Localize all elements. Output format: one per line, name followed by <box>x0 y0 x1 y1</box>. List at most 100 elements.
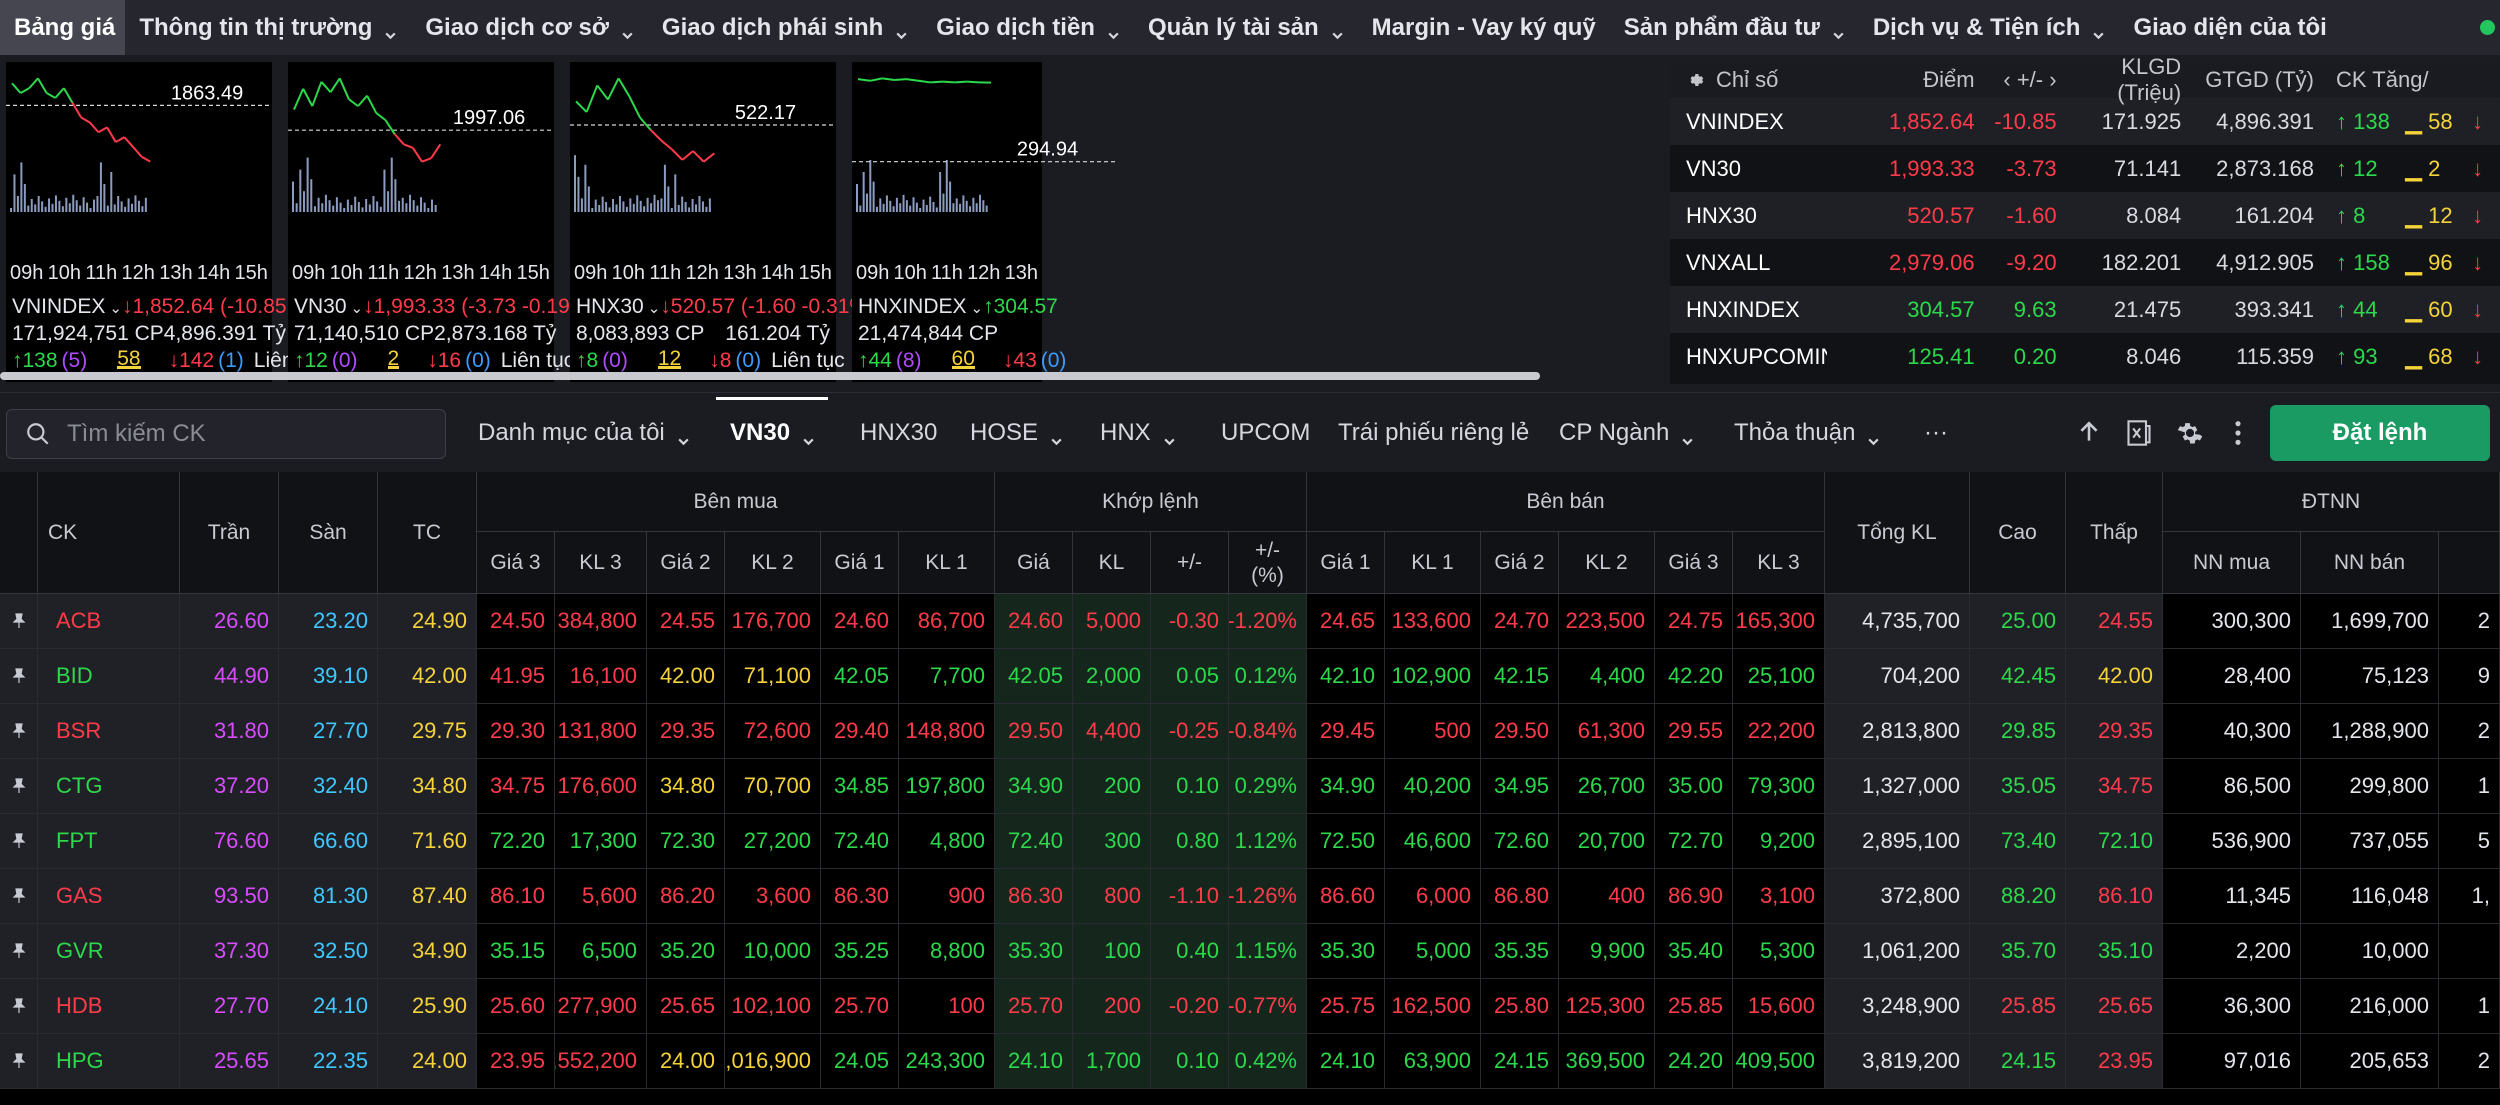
unchanged-count: 58 <box>2428 108 2453 134</box>
volume-bar <box>872 181 875 212</box>
cell-sym[interactable]: BSR <box>38 704 180 759</box>
col-header-b3v[interactable]: KL 3 <box>555 532 647 594</box>
chart-card-hnxindex[interactable]: 294.94 09h 10h 11h 12h 13h HNXINDEX ⌄ ↑304.57 21,… <box>852 62 1118 382</box>
index-row[interactable]: HNXUPCOMINDEX 125.41 0.20 8.046 115.359 ↑ 93 ▁… <box>1670 333 2500 380</box>
index-name-select[interactable]: VN30 ⌄ <box>294 294 364 318</box>
nav-item-0[interactable]: Bảng giá <box>0 0 126 55</box>
index-row[interactable]: HNX30 520.57 -1.60 8.084 161.204 ↑ 8 ▁ 12 ↓ <box>1670 192 2500 239</box>
col-header-high[interactable]: Cao <box>1970 472 2066 594</box>
tab-5[interactable]: UPCOM <box>1221 419 1311 446</box>
cell-sym[interactable]: HPG <box>38 1034 180 1089</box>
col-header-nns[interactable]: NN bán <box>2301 532 2439 594</box>
unchanged-icon: ▁ <box>2405 343 2429 369</box>
col-header-b2p[interactable]: Giá 2 <box>647 532 725 594</box>
col-header-s2p[interactable]: Giá 2 <box>1481 532 1559 594</box>
tab-0[interactable]: Danh mục của tôi <box>478 413 690 453</box>
col-header-x[interactable] <box>2439 532 2500 594</box>
cell-sym[interactable]: GVR <box>38 924 180 979</box>
col-header-ceil[interactable]: Trần <box>180 472 279 594</box>
price-line-segment <box>54 87 65 99</box>
nav-item-5[interactable]: Quản lý tài sản <box>1134 0 1358 55</box>
nav-item-3[interactable]: Giao dịch phái sinh <box>648 0 922 55</box>
pin-icon[interactable] <box>0 759 38 814</box>
cell-sym[interactable]: BID <box>38 649 180 704</box>
stock-search-box[interactable] <box>6 409 446 459</box>
gear-icon[interactable] <box>1686 71 1704 89</box>
cell-sym[interactable]: FPT <box>38 814 180 869</box>
tab-9[interactable]: ··· <box>1924 419 1948 446</box>
pin-icon[interactable] <box>0 1034 38 1089</box>
chart-card-vn30[interactable]: 1997.06 09h 10h 11h 12h 13h 14h 15h VN30 ⌄ ↓1,993.… <box>288 62 595 382</box>
nav-item-4[interactable]: Giao dịch tiền <box>922 0 1134 55</box>
col-header-ref[interactable]: TC <box>378 472 477 594</box>
volume-bar <box>653 194 656 212</box>
index-name-select[interactable]: VNINDEX ⌄ <box>12 294 122 318</box>
index-name-select[interactable]: HNXINDEX ⌄ <box>858 294 984 318</box>
col-change[interactable]: ‹ +/- › <box>2003 67 2057 92</box>
stock-search-input[interactable] <box>65 416 439 452</box>
volume-bar <box>979 194 982 212</box>
col-header-s3v[interactable]: KL 3 <box>1733 532 1825 594</box>
x-tick-label: 11h <box>85 262 118 284</box>
cell-high: 29.85 <box>1970 704 2066 759</box>
col-header-low[interactable]: Thấp <box>2066 472 2163 594</box>
col-header-b1v[interactable]: KL 1 <box>899 532 995 594</box>
col-header-mp[interactable]: Giá <box>995 532 1073 594</box>
nav-item-7[interactable]: Sản phẩm đầu tư <box>1610 0 1859 55</box>
tab-6[interactable]: Trái phiếu riêng lẻ <box>1338 419 1530 446</box>
col-header-b1p[interactable]: Giá 1 <box>821 532 899 594</box>
pin-icon[interactable] <box>0 594 38 649</box>
chart-card-vnindex[interactable]: 1863.49 09h 10h 11h 12h 13h 14h 15h VNINDEX ⌄ ↓1,8… <box>6 62 366 382</box>
tab-1[interactable]: VN30 <box>730 413 815 453</box>
col-header-b3p[interactable]: Giá 3 <box>477 532 555 594</box>
pin-icon[interactable] <box>0 814 38 869</box>
index-row[interactable]: VNXALL 2,979.06 -9.20 182.201 4,912.905 ↑ 158… <box>1670 239 2500 286</box>
cell-sym[interactable]: GAS <box>38 869 180 924</box>
pin-icon[interactable] <box>0 704 38 759</box>
col-header-s1v[interactable]: KL 1 <box>1385 532 1481 594</box>
chart-card-hnx30[interactable]: 522.17 09h 10h 11h 12h 13h 14h 15h HNX30 ⌄ ↓520.57… <box>570 62 875 382</box>
pin-icon[interactable] <box>0 924 38 979</box>
col-header-tot[interactable]: Tổng KL <box>1825 472 1970 594</box>
cell-sym[interactable]: HDB <box>38 979 180 1034</box>
tab-2[interactable]: HNX30 <box>860 419 938 446</box>
col-header-s1p[interactable]: Giá 1 <box>1307 532 1385 594</box>
settings-gear-icon[interactable] <box>2176 419 2204 447</box>
index-row[interactable]: VNINDEX 1,852.64 -10.85 171.925 4,896.391 ↑ 1… <box>1670 98 2500 145</box>
pin-icon[interactable] <box>0 979 38 1034</box>
nav-item-1[interactable]: Thông tin thị trường <box>125 0 411 55</box>
col-header-mpct[interactable]: +/- (%) <box>1229 532 1307 594</box>
col-header-nnb[interactable]: NN mua <box>2163 532 2301 594</box>
nav-item-6[interactable]: Margin - Vay ký quỹ <box>1358 0 1610 55</box>
index-name-select[interactable]: HNX30 ⌄ <box>576 294 661 318</box>
upload-icon[interactable] <box>2076 420 2102 446</box>
tab-8[interactable]: Thỏa thuận <box>1734 413 1880 453</box>
pin-icon[interactable] <box>0 649 38 704</box>
col-header-s2v[interactable]: KL 2 <box>1559 532 1655 594</box>
tab-3[interactable]: HOSE <box>970 413 1063 453</box>
horizontal-scrollbar[interactable] <box>0 372 1540 380</box>
col-header-b2v[interactable]: KL 2 <box>725 532 821 594</box>
col-header-mv[interactable]: KL <box>1073 532 1151 594</box>
cell-sym[interactable]: CTG <box>38 759 180 814</box>
tab-7[interactable]: CP Ngành <box>1559 413 1694 453</box>
tab-4[interactable]: HNX <box>1100 413 1176 453</box>
index-summary-table: Chỉ số Điểm ‹ +/- › KLGD (Triệu) GTGD (T… <box>1670 54 2500 384</box>
chevron-left-icon[interactable]: ‹ <box>2003 67 2011 92</box>
place-order-button[interactable]: Đặt lệnh <box>2270 405 2490 461</box>
col-header-floor[interactable]: Sàn <box>279 472 378 594</box>
nav-item-2[interactable]: Giao dịch cơ sở <box>411 0 648 55</box>
nav-item-8[interactable]: Dịch vụ & Tiện ích <box>1859 0 2120 55</box>
nav-item-9[interactable]: Giao diện của tôi <box>2119 0 2340 55</box>
excel-export-icon[interactable] <box>2125 419 2153 447</box>
more-vertical-icon[interactable] <box>2233 419 2243 447</box>
col-header-mc[interactable]: +/- <box>1151 532 1229 594</box>
pin-icon[interactable] <box>0 869 38 924</box>
col-header-sym[interactable]: CK <box>38 472 180 594</box>
index-row[interactable]: VN30 1,993.33 -3.73 71.141 2,873.168 ↑ 12 ▁ 2 ↓ <box>1670 145 2500 192</box>
cell-b1v: 900 <box>899 869 995 924</box>
col-header-s3p[interactable]: Giá 3 <box>1655 532 1733 594</box>
index-row[interactable]: HNXINDEX 304.57 9.63 21.475 393.341 ↑ 44 ▁ 60 ↓ <box>1670 286 2500 333</box>
chevron-right-icon[interactable]: › <box>2049 67 2057 92</box>
cell-sym[interactable]: ACB <box>38 594 180 649</box>
